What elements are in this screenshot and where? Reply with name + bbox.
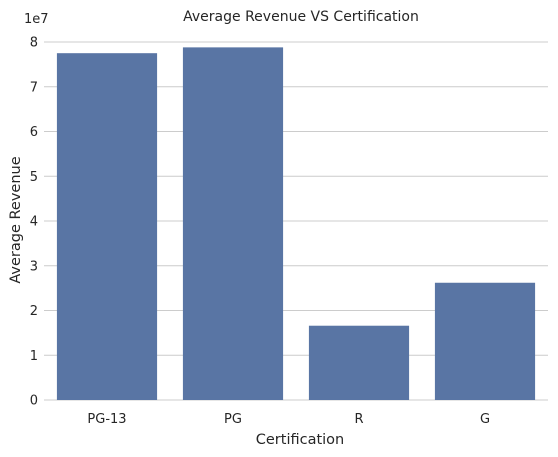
bar-pg-13 [56,53,158,400]
y-tick-label: 7 [30,80,38,95]
y-tick-label: 4 [30,215,38,230]
y-tick-label: 3 [30,259,38,274]
y-tick-label: 1 [30,349,38,364]
x-axis-label: Certification [256,432,345,448]
y-tick-labels: 0 1 2 3 4 5 6 7 8 [30,36,38,409]
chart-title: Average Revenue VS Certification [183,9,419,25]
x-tick-label-g: G [480,412,490,427]
bars [56,47,536,401]
bar-g [434,282,536,400]
y-tick-label: 2 [30,304,38,319]
y-tick-label: 5 [30,170,38,185]
y-tick-label: 8 [30,36,38,51]
x-tick-label-r: R [354,412,363,427]
y-tick-label: 0 [30,394,38,409]
x-tick-label-pg-13: PG-13 [87,412,126,427]
y-scale-label: 1e7 [24,12,49,27]
bar-r [308,325,410,400]
y-tick-label: 6 [30,125,38,140]
y-axis-label: Average Revenue [8,156,24,283]
x-tick-labels: PG-13 PG R G [87,412,490,427]
bar-pg [182,47,284,401]
x-tick-label-pg: PG [224,412,242,427]
